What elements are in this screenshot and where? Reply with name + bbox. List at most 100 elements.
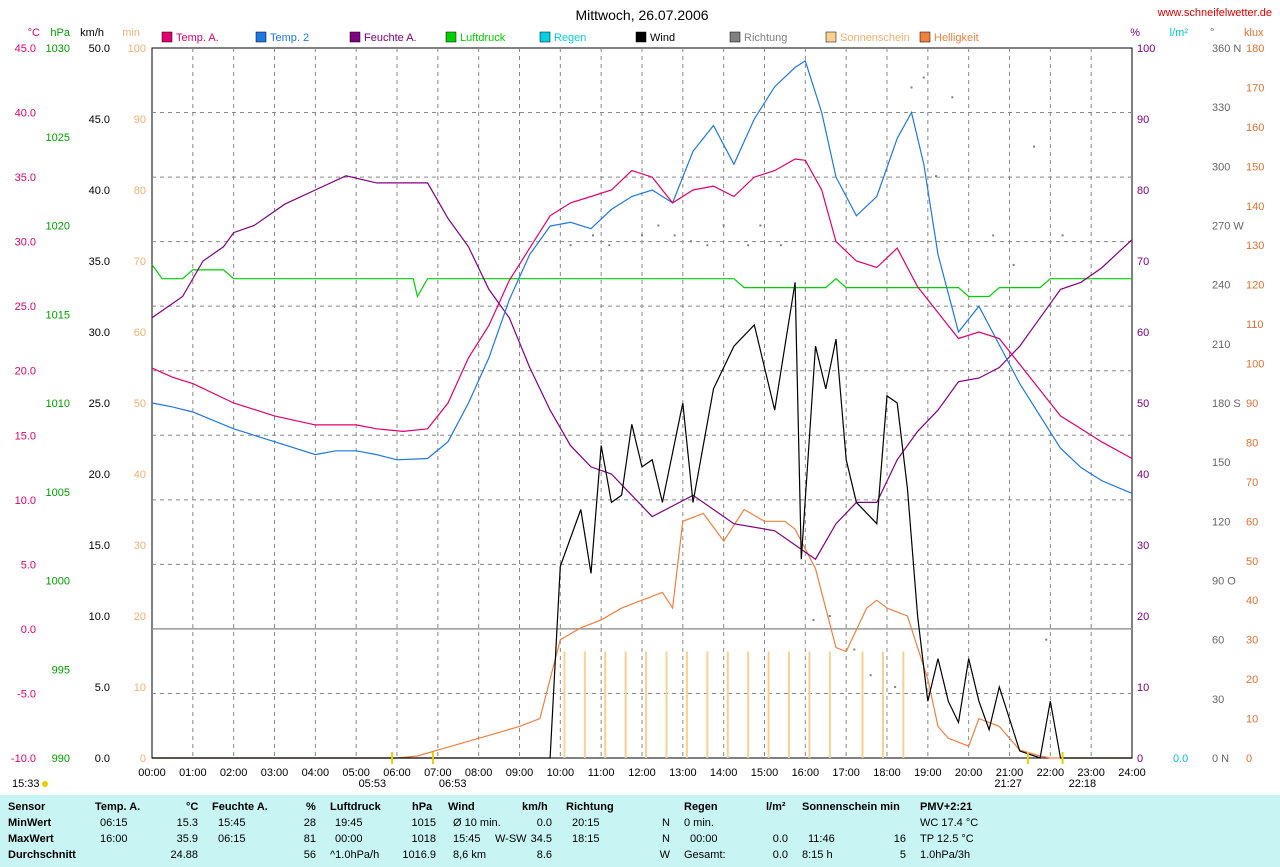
tick-label-hpa: 995: [52, 664, 70, 676]
legend-item: Helligkeit: [919, 31, 979, 44]
tick-label-klux: 30: [1246, 635, 1258, 647]
x-tick-label: 11:00: [588, 767, 615, 779]
legend-swatch: [349, 31, 361, 43]
stats-max-label: MaxWert: [8, 833, 54, 845]
richtung-point: [641, 234, 643, 237]
axis-unit-klux: klux: [1244, 27, 1264, 39]
tick-label-deg: 90 O: [1212, 576, 1236, 588]
tick-label-temp: 5.0: [21, 559, 36, 571]
luftdruck-min-time: 19:45: [335, 817, 363, 829]
feuchte-min-time: 15:45: [218, 817, 246, 829]
tick-label-klux: 50: [1246, 556, 1258, 568]
richtung-point: [935, 175, 937, 178]
tick-label-kmh: 25.0: [89, 398, 110, 410]
x-tick-label: 06:00: [383, 767, 411, 779]
richtung-point: [992, 234, 995, 237]
tick-label-pct: 60: [1137, 327, 1149, 339]
legend-swatch: [255, 31, 267, 43]
regen-max-time: 00:00: [690, 833, 718, 845]
temp-min: 15.3: [176, 817, 198, 829]
tick-label-min: 10: [134, 682, 146, 694]
tick-label-deg: 360 N: [1212, 43, 1241, 55]
x-tick-label: 18:00: [873, 767, 901, 779]
richtung-point: [608, 244, 611, 247]
temp-avg: 24.88: [170, 849, 198, 861]
regen-max: 0.0: [772, 833, 788, 845]
legend-item: Temp. 2: [255, 31, 309, 44]
tick-label-klux: 100: [1246, 359, 1264, 371]
tick-label-min: 20: [134, 611, 146, 623]
x-tick-label: 17:00: [832, 767, 860, 779]
tick-label-kmh: 5.0: [95, 682, 110, 694]
x-tick-label: 24:00: [1118, 767, 1146, 779]
richtung-min-time: 20:15: [572, 817, 600, 829]
tick-label-pct: 90: [1137, 114, 1149, 126]
richtung-avg: W: [659, 849, 670, 861]
legend-item: Sonnenschein: [825, 31, 910, 44]
series-helligkeit: [152, 508, 1132, 759]
richtung-point: [690, 240, 692, 243]
legend-label: Regen: [554, 32, 586, 44]
tick-label-hpa: 1030: [46, 43, 70, 55]
x-tick-label: 14:00: [710, 767, 738, 779]
tick-label-pct: 50: [1137, 398, 1149, 410]
temp-header: Temp. A.: [95, 801, 141, 813]
tick-label-hpa: 1020: [46, 221, 70, 233]
feuchte-max: 81: [303, 833, 316, 845]
axis-unit-min: min: [122, 27, 140, 39]
sonne-total: 8:15 h: [802, 849, 833, 861]
x-tick-label: 00:00: [138, 767, 166, 779]
legend-label: Temp. A.: [176, 32, 219, 44]
chart-title: Mittwoch, 26.07.2006: [575, 7, 708, 23]
regen-header: Regen: [684, 801, 718, 813]
axis-unit-deg: °: [1210, 27, 1214, 39]
tick-label-klux: 130: [1246, 240, 1264, 252]
wind-max: 34.5: [530, 833, 552, 845]
wind-avg: 8.6: [536, 849, 552, 861]
tick-label-klux: 160: [1246, 122, 1264, 134]
legend-swatch: [445, 31, 457, 43]
tick-label-deg: 150: [1212, 457, 1230, 469]
axis-unit-temp: °C: [28, 27, 40, 39]
richtung-point: [869, 674, 872, 677]
tick-label-min: 60: [134, 327, 146, 339]
legend-swatch: [919, 31, 931, 43]
sonne-header: Sonnenschein min: [802, 801, 900, 813]
legend-item: Richtung: [729, 31, 787, 44]
sun-time-label: 06:53: [439, 778, 467, 790]
tick-label-pct: 10: [1137, 682, 1149, 694]
feuchte-min: 28: [303, 817, 316, 829]
tick-label-deg: 0 N: [1212, 753, 1229, 765]
legend-swatch: [729, 31, 741, 43]
tick-label-min: 90: [134, 114, 146, 126]
tick-label-min: 0: [140, 753, 146, 765]
richtung-point: [722, 224, 725, 227]
tick-label-hpa: 1000: [46, 576, 70, 588]
series-lines: [151, 47, 1133, 759]
richtung-point: [1045, 638, 1048, 641]
x-tick-label: 01:00: [179, 767, 207, 779]
tick-label-klux: 40: [1246, 595, 1258, 607]
sunshine-bars: [563, 651, 905, 758]
tick-label-deg: 240: [1212, 280, 1230, 292]
temp-max: 35.9: [176, 833, 198, 845]
wind-min-label: Ø 10 min.: [453, 817, 501, 829]
tick-label-hpa: 1025: [46, 132, 70, 144]
legend-item: Regen: [539, 31, 586, 44]
tick-label-pct: 70: [1137, 256, 1149, 268]
weather-chart: 45.0 40.0 35.0 30.0 25.0 20.0 15.0 10.0 5.0 0.0 -5…: [11, 7, 1272, 790]
richtung-point: [1061, 234, 1064, 237]
richtung-max-time: 18:15: [572, 833, 600, 845]
luftdruck-max-time: 00:00: [335, 833, 363, 845]
richtung-point: [569, 244, 572, 247]
series-luftdruck: [151, 264, 1132, 299]
tick-label-kmh: 50.0: [89, 43, 110, 55]
tick-label-klux: 70: [1246, 477, 1258, 489]
x-tick-label: 08:00: [465, 767, 493, 779]
x-tick-label: 19:00: [914, 767, 942, 779]
luftdruck-avg: 1016.9: [402, 849, 436, 861]
pmv-trend: 1.0hPa/3h: [920, 849, 971, 861]
tick-label-klux: 110: [1246, 319, 1264, 331]
legend-label: Feuchte A.: [364, 32, 417, 44]
tick-label-hpa: 1005: [46, 487, 70, 499]
